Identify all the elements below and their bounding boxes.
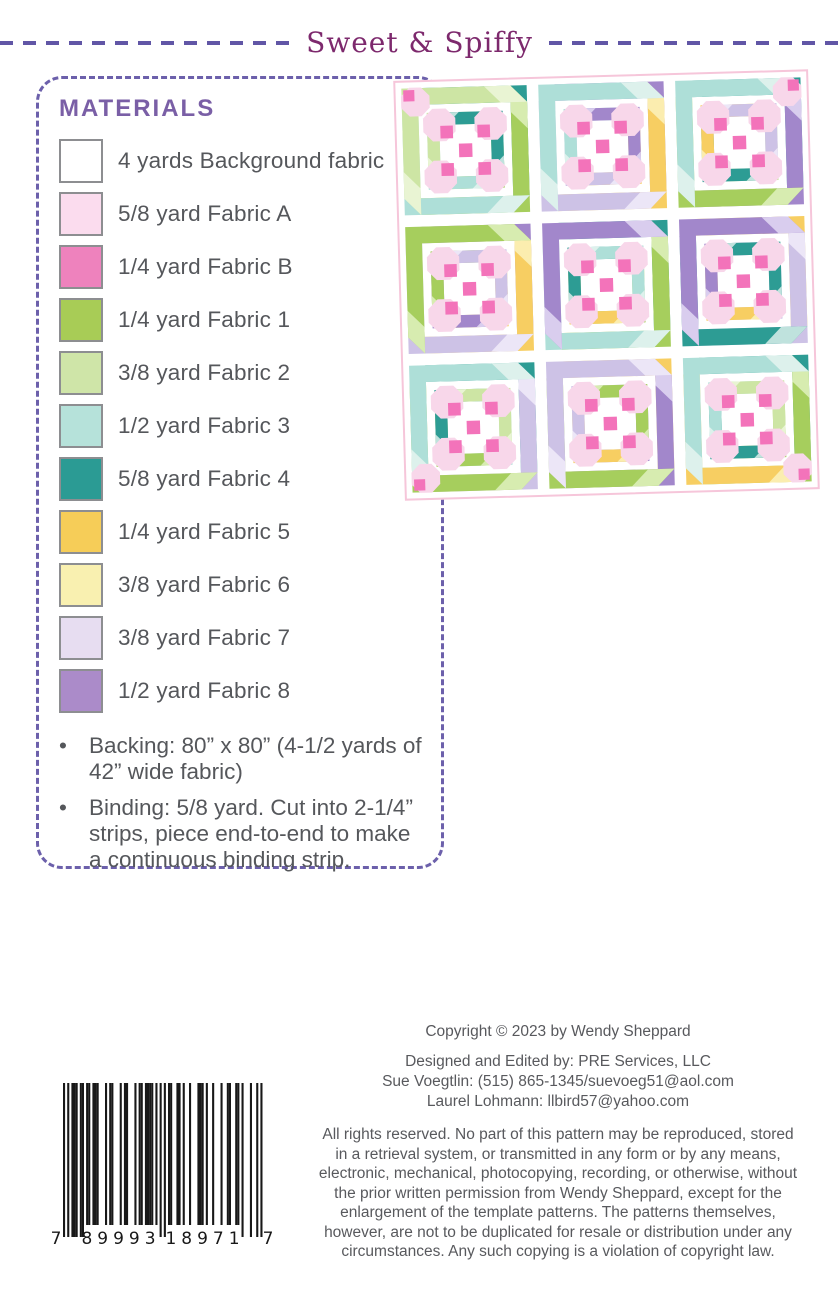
materials-heading: MATERIALS — [59, 95, 216, 122]
material-row-fabric-4: 5/8 yard Fabric 4 — [59, 457, 425, 501]
rights-line: circumstances. Any such copying is a vio… — [341, 1243, 775, 1260]
fabric-swatch-7 — [59, 616, 103, 660]
fabric-swatch-1 — [59, 298, 103, 342]
svg-text:7: 7 — [263, 1229, 274, 1249]
footer-text-block: Copyright © 2023 by Wendy Sheppard Desig… — [278, 1022, 838, 1262]
material-label: 5/8 yard Fabric A — [118, 201, 292, 226]
contact-block: Designed and Edited by: PRE Services, LL… — [278, 1052, 838, 1112]
bullet-icon: • — [59, 733, 67, 758]
fabric-swatch-2 — [59, 351, 103, 395]
fabric-swatch-6 — [59, 563, 103, 607]
material-row-fabric-3: 1/2 yard Fabric 3 — [59, 404, 425, 448]
rights-line: All rights reserved. No part of this pat… — [322, 1126, 794, 1143]
quilt-pattern-graphic — [400, 77, 813, 493]
binding-note: • Binding: 5/8 yard. Cut into 2-1/4” str… — [55, 795, 425, 874]
materials-panel: MATERIALS 4 yards Background fabric 5/8 … — [36, 76, 444, 872]
rights-paragraph: All rights reserved. No part of this pat… — [278, 1125, 838, 1262]
rights-line: in a retrieval system, or transmitted in… — [335, 1145, 781, 1163]
backing-note-text: Backing: 80” x 80” (4-1/2 yards of 42” w… — [89, 733, 422, 785]
header-rule: Sweet & Spiffy — [0, 26, 839, 59]
material-label: 1/4 yard Fabric 5 — [118, 519, 291, 544]
material-row-fabric-7: 3/8 yard Fabric 7 — [59, 616, 425, 660]
materials-notes-list: • Backing: 80” x 80” (4-1/2 yards of 42”… — [55, 733, 425, 874]
quilt-preview-image — [393, 69, 820, 501]
material-row-fabric-2: 3/8 yard Fabric 2 — [59, 351, 425, 395]
fabric-swatch-4 — [59, 457, 103, 501]
material-row-fabric-6: 3/8 yard Fabric 6 — [59, 563, 425, 607]
svg-text:18971: 18971 — [165, 1229, 244, 1249]
material-label: 5/8 yard Fabric 4 — [118, 466, 291, 491]
material-label: 1/4 yard Fabric 1 — [118, 307, 291, 332]
material-row-fabric-5: 1/4 yard Fabric 5 — [59, 510, 425, 554]
material-row-fabric-b: 1/4 yard Fabric B — [59, 245, 425, 289]
bullet-icon: • — [59, 794, 67, 820]
upc-barcode: 7 89993 18971 7 — [46, 1083, 276, 1251]
material-label: 3/8 yard Fabric 7 — [118, 625, 291, 650]
material-row-fabric-8: 1/2 yard Fabric 8 — [59, 669, 425, 713]
rights-line: electronic, mechanical, photocopying, re… — [318, 1165, 798, 1182]
rights-line: the prior written permission from Wendy … — [334, 1184, 782, 1202]
fabric-swatch-5 — [59, 510, 103, 554]
svg-text:89993: 89993 — [81, 1229, 160, 1249]
copyright-line: Copyright © 2023 by Wendy Sheppard — [425, 1023, 691, 1040]
fabric-swatch-3 — [59, 404, 103, 448]
material-row-fabric-a: 5/8 yard Fabric A — [59, 192, 425, 236]
rights-line: enlargement of the template patterns. Th… — [340, 1204, 776, 1221]
dashed-divider-left — [0, 40, 291, 45]
material-label: 1/2 yard Fabric 3 — [118, 413, 291, 438]
contact-line: Sue Voegtlin: (515) 865-1345/suevoeg51@a… — [382, 1073, 734, 1090]
material-label: 3/8 yard Fabric 2 — [118, 360, 291, 385]
fabric-swatch-8 — [59, 669, 103, 713]
material-row-fabric-1: 1/4 yard Fabric 1 — [59, 298, 425, 342]
upc-barcode-graphic: 7 89993 18971 7 — [51, 1083, 274, 1249]
binding-note-text: Binding: 5/8 yard. Cut into 2-1/4” strip… — [89, 794, 413, 873]
material-label: 1/4 yard Fabric B — [118, 254, 293, 279]
dashed-divider-right — [548, 40, 839, 45]
material-label: 1/2 yard Fabric 8 — [118, 678, 291, 703]
backing-note: • Backing: 80” x 80” (4-1/2 yards of 42”… — [55, 733, 425, 786]
svg-text:7: 7 — [51, 1229, 62, 1249]
contact-line: Laurel Lohmann: llbird57@yahoo.com — [426, 1093, 690, 1110]
fabric-swatch-background — [59, 139, 103, 183]
contact-line: Designed and Edited by: PRE Services, LL… — [405, 1053, 711, 1070]
fabric-swatch-b — [59, 245, 103, 289]
material-label: 3/8 yard Fabric 6 — [118, 572, 291, 597]
page-title: Sweet & Spiffy — [306, 26, 533, 59]
fabric-swatch-a — [59, 192, 103, 236]
rights-line: however, are not to be duplicated for re… — [324, 1223, 792, 1241]
material-label: 4 yards Background fabric — [118, 148, 385, 173]
material-row-background: 4 yards Background fabric — [59, 139, 425, 183]
